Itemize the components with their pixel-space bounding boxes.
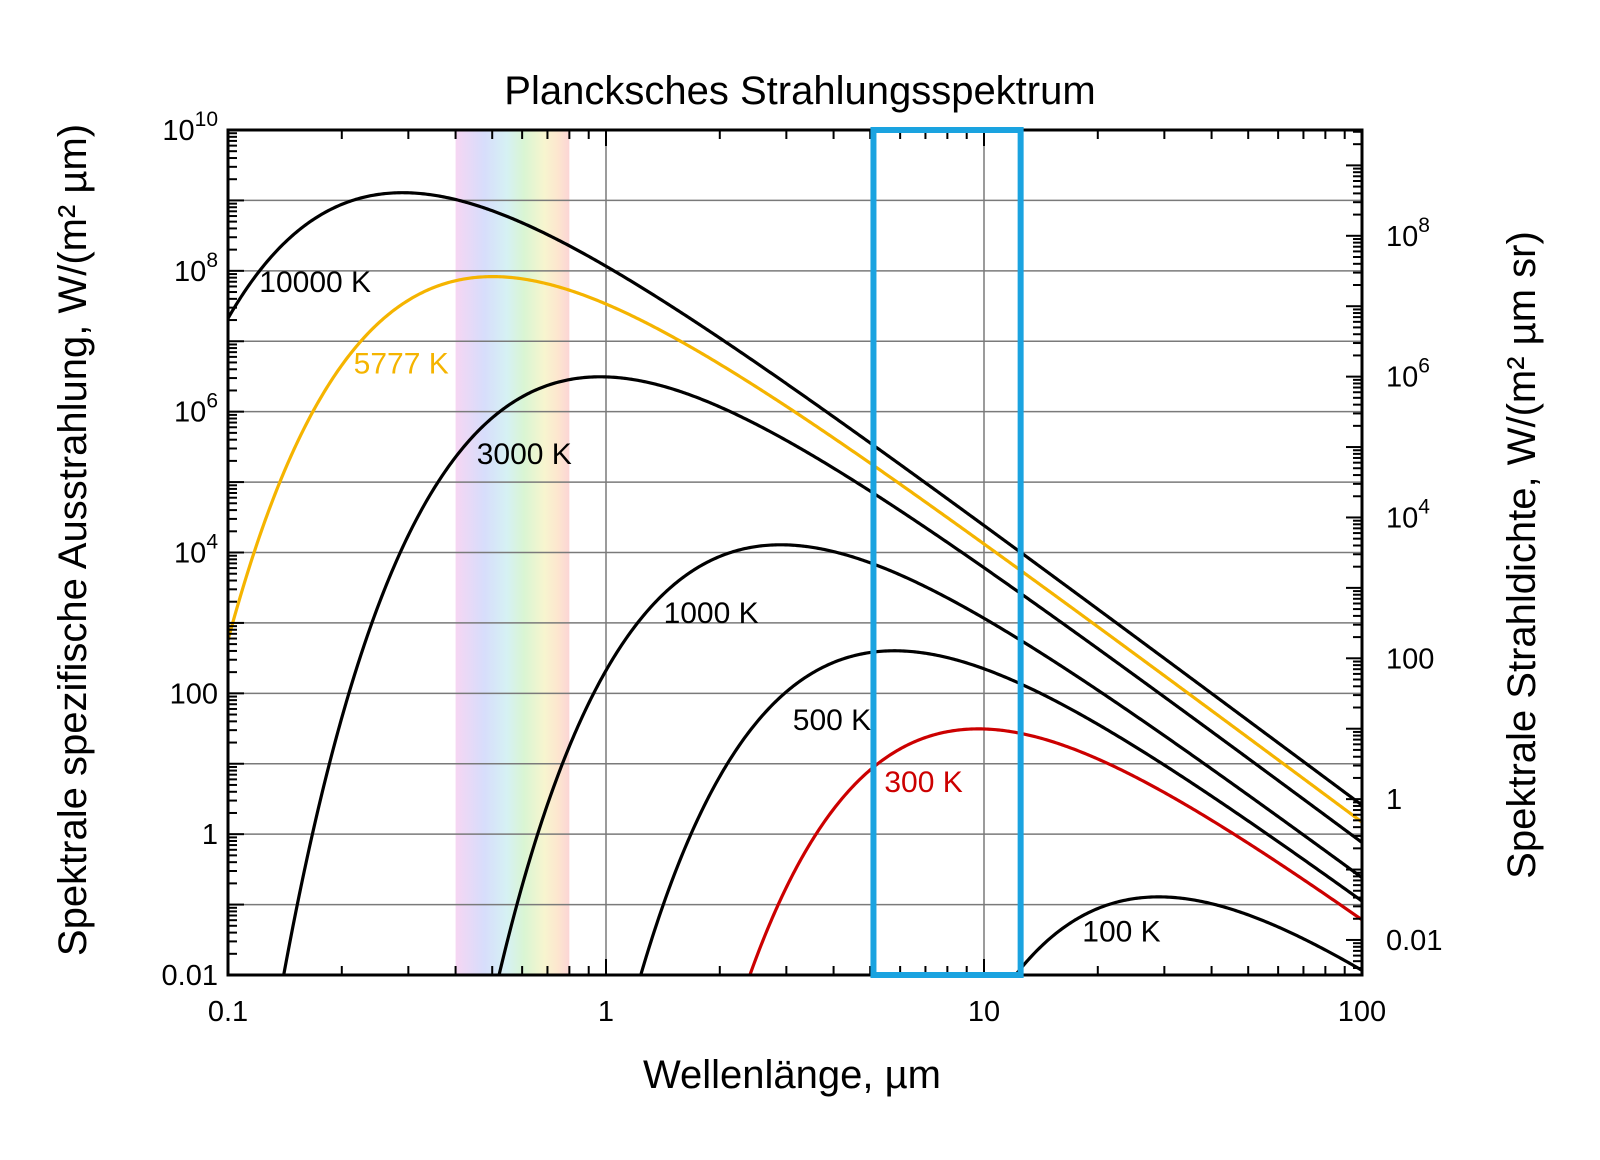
tick-label-exponent: 8 [1418,214,1430,237]
y-tick-label-left: 1010 [162,108,218,147]
x-tick-label: 0.1 [208,996,248,1028]
tick-label-base: 10 [174,397,206,429]
curve-300-k [748,727,1362,975]
tick-label-base: 1 [1386,784,1402,816]
y-axis-label-right: Spektrale Strahldichte, W/(m² µm sr) [1500,231,1544,879]
tick-label-exponent: 6 [206,390,218,413]
tick-label-base: 1 [202,819,218,851]
curve-label-10000-k: 10000 K [259,266,371,299]
y-tick-label-right: 100 [1386,643,1434,675]
y-tick-label-left: 106 [174,390,218,429]
y-tick-label-left: 1 [202,819,218,851]
x-axis-label: Wellenlänge, µm [643,1053,941,1097]
curve-group [228,191,1362,975]
tick-label-exponent: 8 [206,249,218,272]
y-tick-label-right: 1 [1386,784,1402,816]
curve-5777-k [228,275,1362,824]
y-axis-label-left: Spektrale spezifische Ausstrahlung, W/(m… [51,124,95,956]
curve-1000-k [497,543,1362,975]
tick-label-base: 10 [174,538,206,570]
chart-title: Planck­sches Strahlungsspektrum [504,69,1095,113]
x-tick-label: 10 [968,996,1000,1028]
tick-label-base: 10 [162,115,194,147]
y-tick-label-right: 0.01 [1386,925,1442,957]
y-tick-label-right: 104 [1386,495,1430,534]
axis-ticks [227,129,1363,976]
tick-label-exponent: 10 [195,108,218,131]
tick-label-base: 10 [1386,502,1418,534]
tick-label-exponent: 4 [1418,495,1430,518]
curve-label-1000-k: 1000 K [664,597,759,630]
curve-3000-k [282,375,1362,975]
y-tick-label-right: 106 [1386,355,1430,394]
curve-500-k [639,649,1362,975]
y-tick-label-left: 100 [170,678,218,710]
curve-10000-k [228,191,1362,807]
x-tick-label: 1 [598,996,614,1028]
curve-label-500-k: 500 K [793,704,871,737]
grid-lines [227,129,1363,976]
tick-label-exponent: 4 [206,531,218,554]
planck-curves [228,191,1362,975]
tick-label-base: 10 [174,256,206,288]
curve-label-3000-k: 3000 K [477,438,572,471]
curve-labels: 10000 K 5777 K 3000 K 1000 K 500 K 300 K 100 K [259,266,1160,948]
tick-label-base: 100 [1386,643,1434,675]
curve-100-k [1013,895,1362,975]
tick-label-base: 100 [170,678,218,710]
tick-labels: 0.1 1 10 1000.01110010410610810100.01110010… [162,108,1443,1028]
y-tick-label-left: 0.01 [162,960,218,992]
y-tick-label-left: 104 [174,531,218,570]
y-tick-label-left: 108 [174,249,218,288]
curve-label-5777-k: 5777 K [354,347,449,380]
y-tick-label-right: 108 [1386,214,1430,253]
curve-label-100-k: 100 K [1082,915,1160,948]
tick-label-base: 0.01 [162,960,218,992]
tick-label-base: 0.01 [1386,925,1442,957]
tick-label-exponent: 6 [1418,355,1430,378]
highlight-box [870,127,1024,978]
curve-label-300-k: 300 K [884,766,962,799]
tick-label-base: 10 [1386,221,1418,253]
tick-label-base: 10 [1386,362,1418,394]
x-tick-label: 100 [1338,996,1386,1028]
